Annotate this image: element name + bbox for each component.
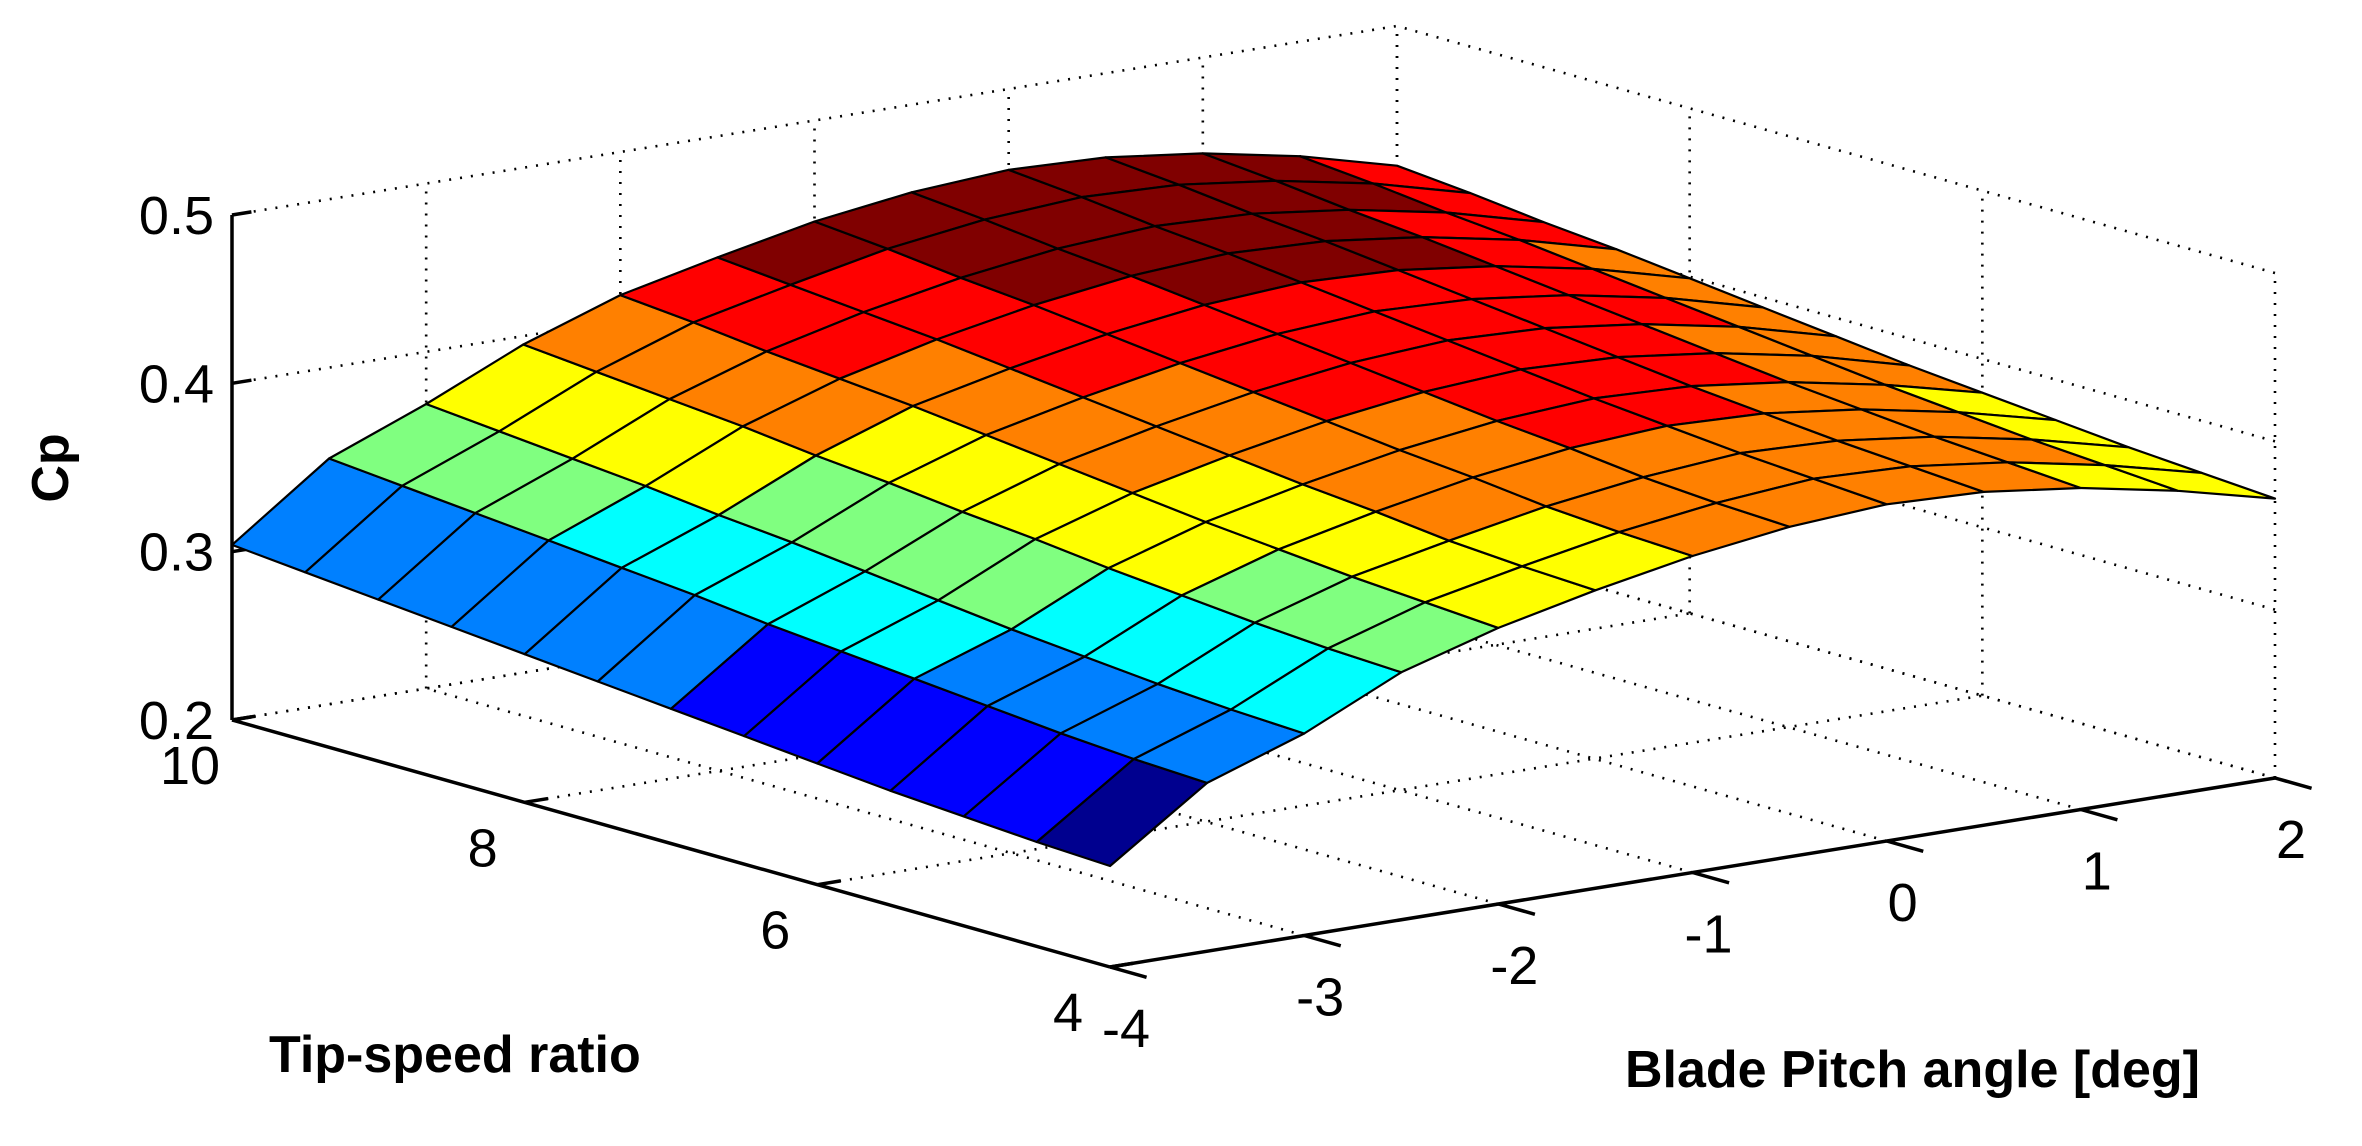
tick-labels: -4 -3 -2 -1 0 1 2 4 6 8 100.2 0.3 0.4 0.5 <box>139 186 2306 1059</box>
x-tick-label: -4 <box>1102 999 1150 1059</box>
x-axis-title: Blade Pitch angle [deg] <box>1625 1041 2200 1099</box>
z-tick-label: 0.2 <box>139 691 214 751</box>
y-axis-title: Tip-speed ratio <box>269 1026 641 1084</box>
x-tick-label: 2 <box>2276 810 2306 870</box>
surface <box>230 152 2277 868</box>
z-tick-label: 0.3 <box>139 523 214 583</box>
x-tick-label: 0 <box>1888 873 1918 933</box>
x-tick-mark <box>2080 807 2118 822</box>
z-tick-mark <box>231 210 252 217</box>
x-tick-mark <box>2274 776 2313 790</box>
y-axis-line <box>231 718 1111 969</box>
x-tick-label: -3 <box>1296 968 1344 1028</box>
x-tick-label: 1 <box>2082 842 2112 902</box>
y-tick-mark <box>1109 961 1134 969</box>
z-tick-label: 0.4 <box>139 354 214 414</box>
z-tick-label: 0.5 <box>139 186 214 246</box>
x-tick-mark <box>1886 839 1924 853</box>
x-tick-label: -1 <box>1684 905 1732 965</box>
z-axis-title: Cp <box>22 433 80 502</box>
z-tick-mark <box>231 715 252 722</box>
x-tick-label: -2 <box>1490 936 1538 996</box>
x-tick-mark <box>1109 965 1148 979</box>
floor-grid-line <box>425 687 1305 937</box>
x-tick-mark <box>1497 902 1536 916</box>
y-tick-label: 8 <box>468 818 498 878</box>
y-tick-mark <box>524 796 549 805</box>
y-tick-label: 10 <box>160 736 220 796</box>
y-tick-label: 4 <box>1053 983 1083 1043</box>
x-tick-mark <box>1303 933 1342 948</box>
side-wall-grid-line <box>1396 24 2276 275</box>
y-tick-label: 6 <box>760 901 790 961</box>
z-tick-mark <box>231 378 252 386</box>
y-tick-mark <box>817 879 841 887</box>
x-tick-mark <box>1692 870 1730 885</box>
surface-patch <box>2103 464 2277 500</box>
axes <box>230 210 2313 979</box>
